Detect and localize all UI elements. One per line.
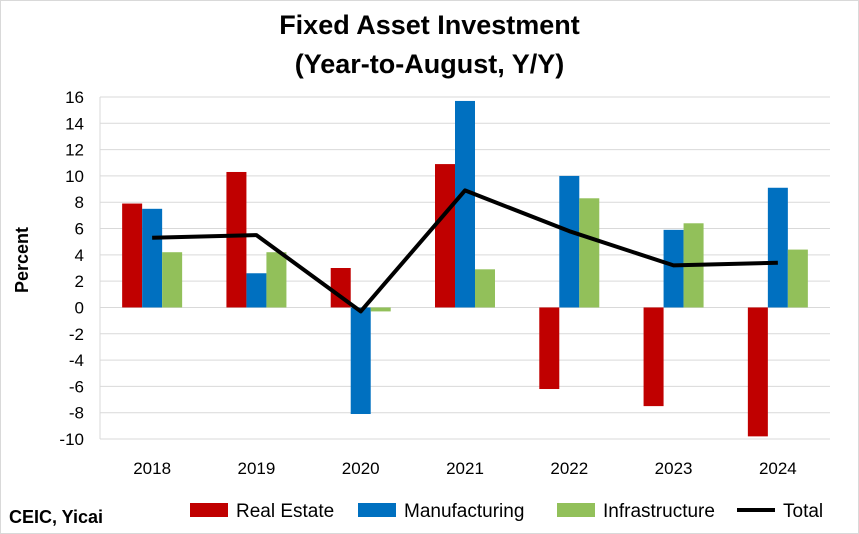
bar-infrastructure	[266, 252, 287, 308]
y-axis-label: Percent	[12, 227, 32, 293]
y-tick-label: -4	[69, 351, 84, 370]
bar-infrastructure	[475, 269, 495, 308]
bars	[122, 100, 808, 437]
y-tick-label: 8	[75, 193, 84, 212]
source-note: CEIC, Yicai	[9, 507, 104, 527]
bar-manufacturing	[350, 307, 371, 415]
y-tick-label: -6	[69, 377, 84, 396]
bar-manufacturing	[142, 208, 163, 308]
y-tick-label: 10	[65, 167, 84, 186]
chart-subtitle: (Year-to-August, Y/Y)	[294, 49, 565, 79]
x-axis: 2018 2019 2020 2021 2022 2023 2024	[133, 459, 797, 478]
bar-infrastructure	[579, 198, 600, 308]
legend-label: Real Estate	[236, 501, 334, 522]
bar-infrastructure	[162, 252, 183, 308]
x-tick-label: 2021	[446, 459, 484, 478]
bar-real-estate	[226, 171, 247, 308]
bar-infrastructure	[370, 307, 391, 312]
total-line	[152, 188, 778, 314]
chart-title: Fixed Asset Investment	[279, 10, 580, 40]
bar-manufacturing	[246, 273, 267, 308]
bar-real-estate	[122, 203, 143, 308]
x-tick-label: 2020	[342, 459, 380, 478]
x-tick-label: 2023	[655, 459, 693, 478]
legend-swatch	[358, 503, 396, 517]
legend-label: Infrastructure	[603, 501, 715, 522]
y-tick-label: -2	[69, 325, 84, 344]
bar-infrastructure	[787, 249, 808, 308]
y-tick-label: 12	[65, 141, 84, 160]
bar-real-estate	[643, 307, 664, 407]
bar-real-estate	[435, 164, 455, 308]
legend-label: Total	[783, 501, 823, 522]
x-tick-label: 2024	[759, 459, 797, 478]
y-tick-label: 2	[75, 272, 84, 291]
legend: Real Estate Manufacturing Infrastructure To…	[190, 501, 823, 522]
series-line-total	[152, 188, 778, 314]
y-tick-label: -10	[59, 430, 84, 449]
legend-label: Manufacturing	[404, 501, 524, 522]
bar-real-estate	[747, 307, 768, 437]
y-tick-label: 4	[75, 246, 84, 265]
y-tick-label: 0	[75, 298, 84, 317]
y-tick-label: 14	[65, 114, 84, 133]
legend-swatch	[190, 503, 228, 517]
y-tick-label: -8	[69, 404, 84, 423]
y-tick-label: 16	[65, 88, 84, 107]
x-tick-label: 2018	[133, 459, 171, 478]
bar-manufacturing	[455, 100, 475, 308]
bar-real-estate	[539, 307, 560, 390]
y-axis: 16 14 12 10 8 6 4 2 0 -2 -4 -6 -8 -10	[59, 88, 101, 449]
bar-manufacturing	[767, 187, 788, 308]
bar-manufacturing	[559, 175, 580, 308]
bar-manufacturing	[663, 229, 684, 308]
x-tick-label: 2019	[238, 459, 276, 478]
legend-swatch	[557, 503, 595, 517]
x-tick-label: 2022	[550, 459, 588, 478]
y-tick-label: 6	[75, 220, 84, 239]
bar-real-estate	[330, 268, 351, 308]
